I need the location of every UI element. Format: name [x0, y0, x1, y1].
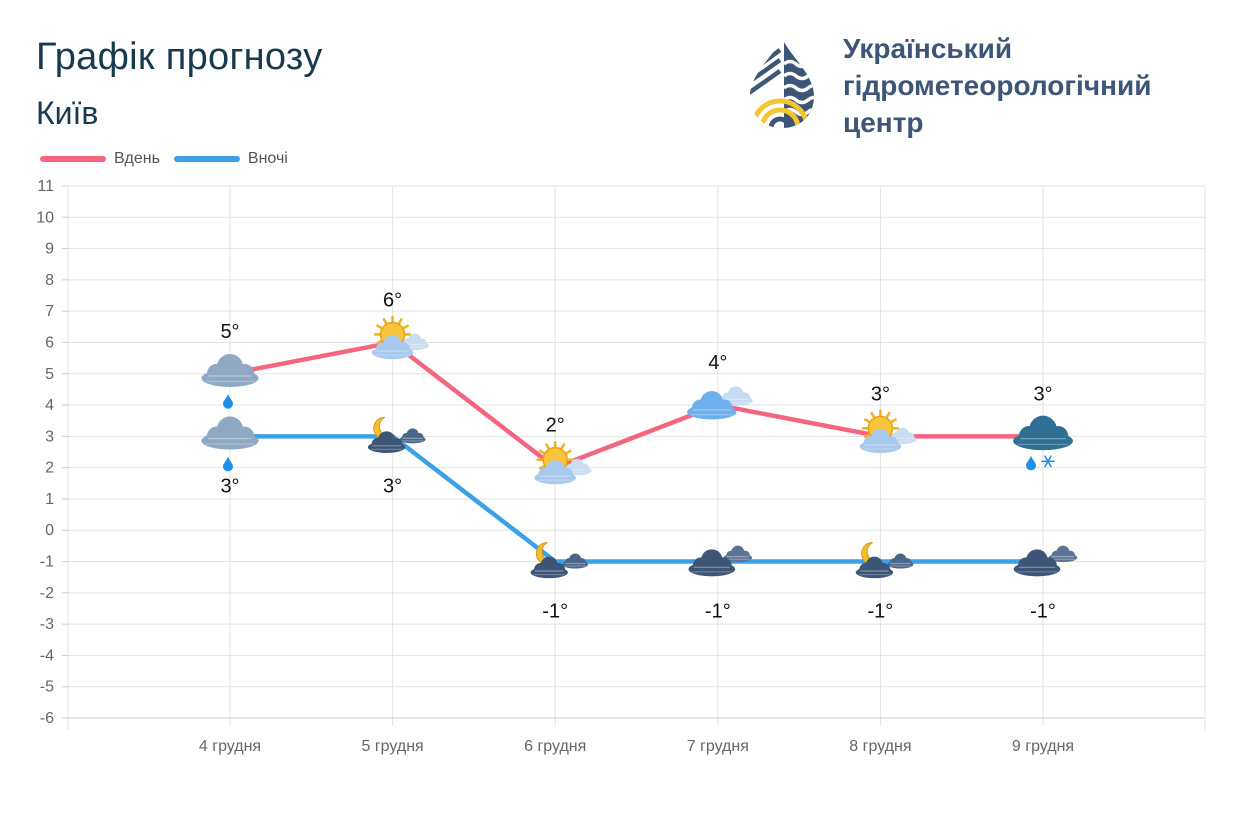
cloudy-rain-icon: [201, 353, 259, 409]
x-tick-label: 4 грудня: [199, 738, 261, 755]
y-tick-label: -4: [40, 647, 54, 664]
weather-icons: [201, 315, 1078, 579]
partly-cloudy-night-icon: [367, 416, 426, 453]
data-label-day: 3°: [871, 383, 890, 405]
cloudy-rain-icon: [201, 416, 259, 472]
data-label-day: 6°: [383, 289, 402, 311]
y-tick-label: 1: [45, 491, 54, 508]
organization-name: Український гідрометеорологічний центр: [843, 30, 1151, 141]
x-tick-label: 8 грудня: [849, 738, 911, 755]
y-tick-label: 4: [45, 397, 54, 414]
data-label-night: 3°: [220, 475, 239, 497]
org-line-3: центр: [843, 107, 924, 138]
y-tick-label: 3: [45, 428, 54, 445]
y-tick-label: 2: [45, 460, 54, 477]
data-labels: 5° 6° 2° 4° 3° 3° 3° 3° -1° -1° -1° -1°: [220, 289, 1055, 622]
data-label-night: -1°: [705, 601, 731, 623]
data-label-day: 4°: [708, 352, 727, 374]
cloudy-icon: [687, 386, 753, 420]
legend-label-night: Вночі: [247, 150, 288, 167]
data-label-night: 3°: [383, 475, 402, 497]
legend-swatch-day: [40, 156, 106, 162]
ukrhydromet-logo-icon: [750, 38, 814, 128]
x-tick-label: 7 грудня: [687, 738, 749, 755]
org-line-1: Український: [843, 33, 1013, 64]
y-tick-label: 0: [45, 522, 54, 539]
data-label-day: 3°: [1033, 383, 1052, 405]
y-tick-label: -2: [40, 585, 54, 602]
y-tick-label: 10: [36, 209, 54, 226]
cloudy-night-icon: [688, 545, 753, 577]
chart-lines: [229, 340, 1043, 564]
y-tick-label: -5: [40, 679, 54, 696]
y-tick-label: 9: [45, 241, 54, 258]
legend-item-night[interactable]: Вночі: [173, 150, 288, 168]
chart-grid: [67, 185, 1206, 730]
x-tick-label: 6 грудня: [524, 738, 586, 755]
x-tick-label: 5 грудня: [361, 738, 423, 755]
data-label-night: -1°: [1030, 601, 1056, 623]
org-line-2: гідрометеорологічний: [843, 70, 1152, 101]
y-tick-label: -3: [40, 616, 54, 633]
y-tick-label: 6: [45, 334, 54, 351]
y-tick-label: 11: [37, 178, 54, 195]
cloudy-rain-snow-icon: [1013, 415, 1073, 471]
cloudy-night-icon: [1013, 545, 1078, 577]
partly-cloudy-night-icon: [530, 542, 589, 579]
y-tick-label: -6: [40, 710, 54, 727]
partly-cloudy-day-icon: [534, 440, 592, 485]
partly-cloudy-day-icon: [859, 409, 917, 453]
y-tick-label: -1: [40, 554, 54, 571]
page-title: Графік прогнозу: [36, 36, 323, 78]
legend-swatch-night: [173, 156, 240, 162]
partly-cloudy-day-icon: [371, 315, 429, 360]
data-label-night: -1°: [542, 601, 568, 623]
x-tick-label: 9 грудня: [1012, 738, 1074, 755]
y-tick-label: 5: [45, 366, 54, 383]
data-label-day: 2°: [546, 415, 565, 437]
legend-label-day: Вдень: [114, 150, 160, 167]
y-tick-label: 8: [45, 272, 54, 289]
data-label-night: -1°: [868, 601, 894, 623]
partly-cloudy-night-icon: [855, 542, 914, 579]
legend-item-day[interactable]: Вдень: [40, 150, 160, 168]
data-label-day: 5°: [220, 321, 239, 343]
y-tick-label: 7: [45, 303, 54, 320]
city-name: Київ: [36, 95, 99, 131]
chart-legend: Вдень Вночі: [40, 150, 302, 168]
